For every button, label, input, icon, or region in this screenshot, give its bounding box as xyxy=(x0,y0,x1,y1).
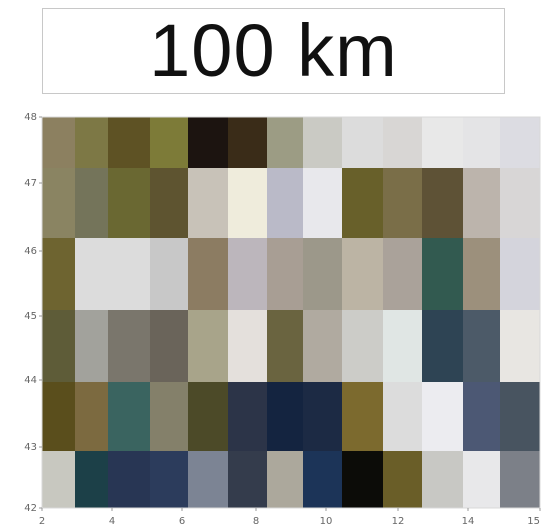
heatmap-cell xyxy=(383,451,422,508)
heatmap-cell xyxy=(342,117,383,168)
heatmap-cell xyxy=(303,451,342,508)
y-tick-label: 47 xyxy=(24,178,37,189)
heatmap-cell xyxy=(342,238,383,310)
heatmap-cell xyxy=(108,168,150,238)
heatmap-cell xyxy=(383,168,422,238)
heatmap-cell xyxy=(267,117,303,168)
heatmap-cell xyxy=(303,238,342,310)
heatmap-cell xyxy=(303,117,342,168)
heatmap-cell xyxy=(422,310,463,382)
heatmap-cell xyxy=(150,451,188,508)
heatmap-cell xyxy=(188,238,228,310)
map-title: 100 km xyxy=(149,9,398,92)
heatmap-cell xyxy=(463,310,500,382)
heatmap-cell xyxy=(500,168,540,238)
heatmap-cell xyxy=(228,117,267,168)
heatmap-cell xyxy=(188,451,228,508)
heatmap-cell xyxy=(42,238,75,310)
heatmap-cell xyxy=(267,451,303,508)
heatmap-cell xyxy=(342,310,383,382)
heatmap-cell xyxy=(75,310,108,382)
heatmap-cell xyxy=(342,168,383,238)
heatmap-cell xyxy=(188,382,228,451)
heatmap-cell xyxy=(342,451,383,508)
heatmap-cell xyxy=(228,451,267,508)
heatmap-cell xyxy=(42,168,75,238)
heatmap-cell xyxy=(188,310,228,382)
heatmap-cell xyxy=(150,382,188,451)
heatmap-cell xyxy=(463,238,500,310)
heatmap-cell xyxy=(42,451,75,508)
heatmap-cell xyxy=(75,382,108,451)
y-tick-label: 48 xyxy=(24,112,37,123)
y-tick-label: 45 xyxy=(24,311,37,322)
x-tick-label: 10 xyxy=(320,516,333,527)
heatmap-cell xyxy=(342,382,383,451)
heatmap-cell xyxy=(463,168,500,238)
x-tick-label: 8 xyxy=(253,516,259,527)
heatmap-cell xyxy=(228,238,267,310)
heatmap-cell xyxy=(267,168,303,238)
heatmap-cell xyxy=(500,382,540,451)
heatmap-cell xyxy=(383,117,422,168)
heatmap-cell xyxy=(228,310,267,382)
heatmap-cell xyxy=(500,117,540,168)
heatmap-cell xyxy=(422,168,463,238)
heatmap-cell xyxy=(108,451,150,508)
heatmap-cell xyxy=(188,117,228,168)
heatmap-cell xyxy=(150,238,188,310)
heatmap-cell xyxy=(303,382,342,451)
heatmap-cell xyxy=(422,382,463,451)
y-tick-label: 42 xyxy=(24,503,37,514)
heatmap-cell xyxy=(108,382,150,451)
x-tick-label: 4 xyxy=(109,516,115,527)
x-tick-label: 6 xyxy=(179,516,185,527)
heatmap-cell xyxy=(108,117,150,168)
heatmap-cell xyxy=(422,451,463,508)
y-tick-label: 46 xyxy=(24,246,37,257)
heatmap-cell xyxy=(267,382,303,451)
y-tick-label: 44 xyxy=(24,375,37,386)
x-tick-label: 14 xyxy=(462,516,475,527)
map-title-box: 100 km xyxy=(42,8,505,94)
heatmap-cell xyxy=(500,451,540,508)
heatmap-cell xyxy=(42,310,75,382)
heatmap-cell xyxy=(228,168,267,238)
heatmap-cell xyxy=(188,168,228,238)
heatmap-cell xyxy=(303,310,342,382)
heatmap-cell xyxy=(75,168,108,238)
x-tick-label: 15 xyxy=(527,516,540,527)
heatmap-cell xyxy=(383,310,422,382)
heatmap-cell xyxy=(383,382,422,451)
heatmap-cell xyxy=(303,168,342,238)
heatmap-cell xyxy=(500,238,540,310)
heatmap-cell xyxy=(108,238,150,310)
heatmap-cell xyxy=(42,117,75,168)
heatmap-cell xyxy=(463,451,500,508)
heatmap-cell xyxy=(267,238,303,310)
plot-frame xyxy=(41,116,541,509)
heatmap-cell xyxy=(150,168,188,238)
heatmap-cell xyxy=(42,382,75,451)
heatmap-cell xyxy=(463,117,500,168)
heatmap-cell xyxy=(422,238,463,310)
heatmap-cell xyxy=(150,117,188,168)
heatmap-cell xyxy=(75,451,108,508)
heatmap-cell xyxy=(383,238,422,310)
heatmap-cell xyxy=(267,310,303,382)
heatmap-cell xyxy=(228,382,267,451)
heatmap-cell xyxy=(500,310,540,382)
y-tick-label: 43 xyxy=(24,442,37,453)
x-tick-label: 12 xyxy=(392,516,405,527)
heatmap-cell xyxy=(75,117,108,168)
heatmap-cell xyxy=(463,382,500,451)
heatmap-cells xyxy=(42,117,540,508)
heatmap-cell xyxy=(108,310,150,382)
heatmap-cell xyxy=(150,310,188,382)
heatmap-cell xyxy=(422,117,463,168)
heatmap-cell xyxy=(75,238,108,310)
x-tick-label: 2 xyxy=(39,516,45,527)
